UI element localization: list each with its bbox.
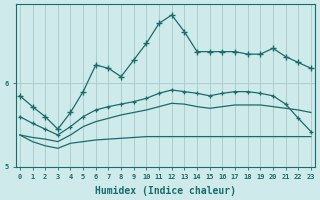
X-axis label: Humidex (Indice chaleur): Humidex (Indice chaleur) (95, 186, 236, 196)
